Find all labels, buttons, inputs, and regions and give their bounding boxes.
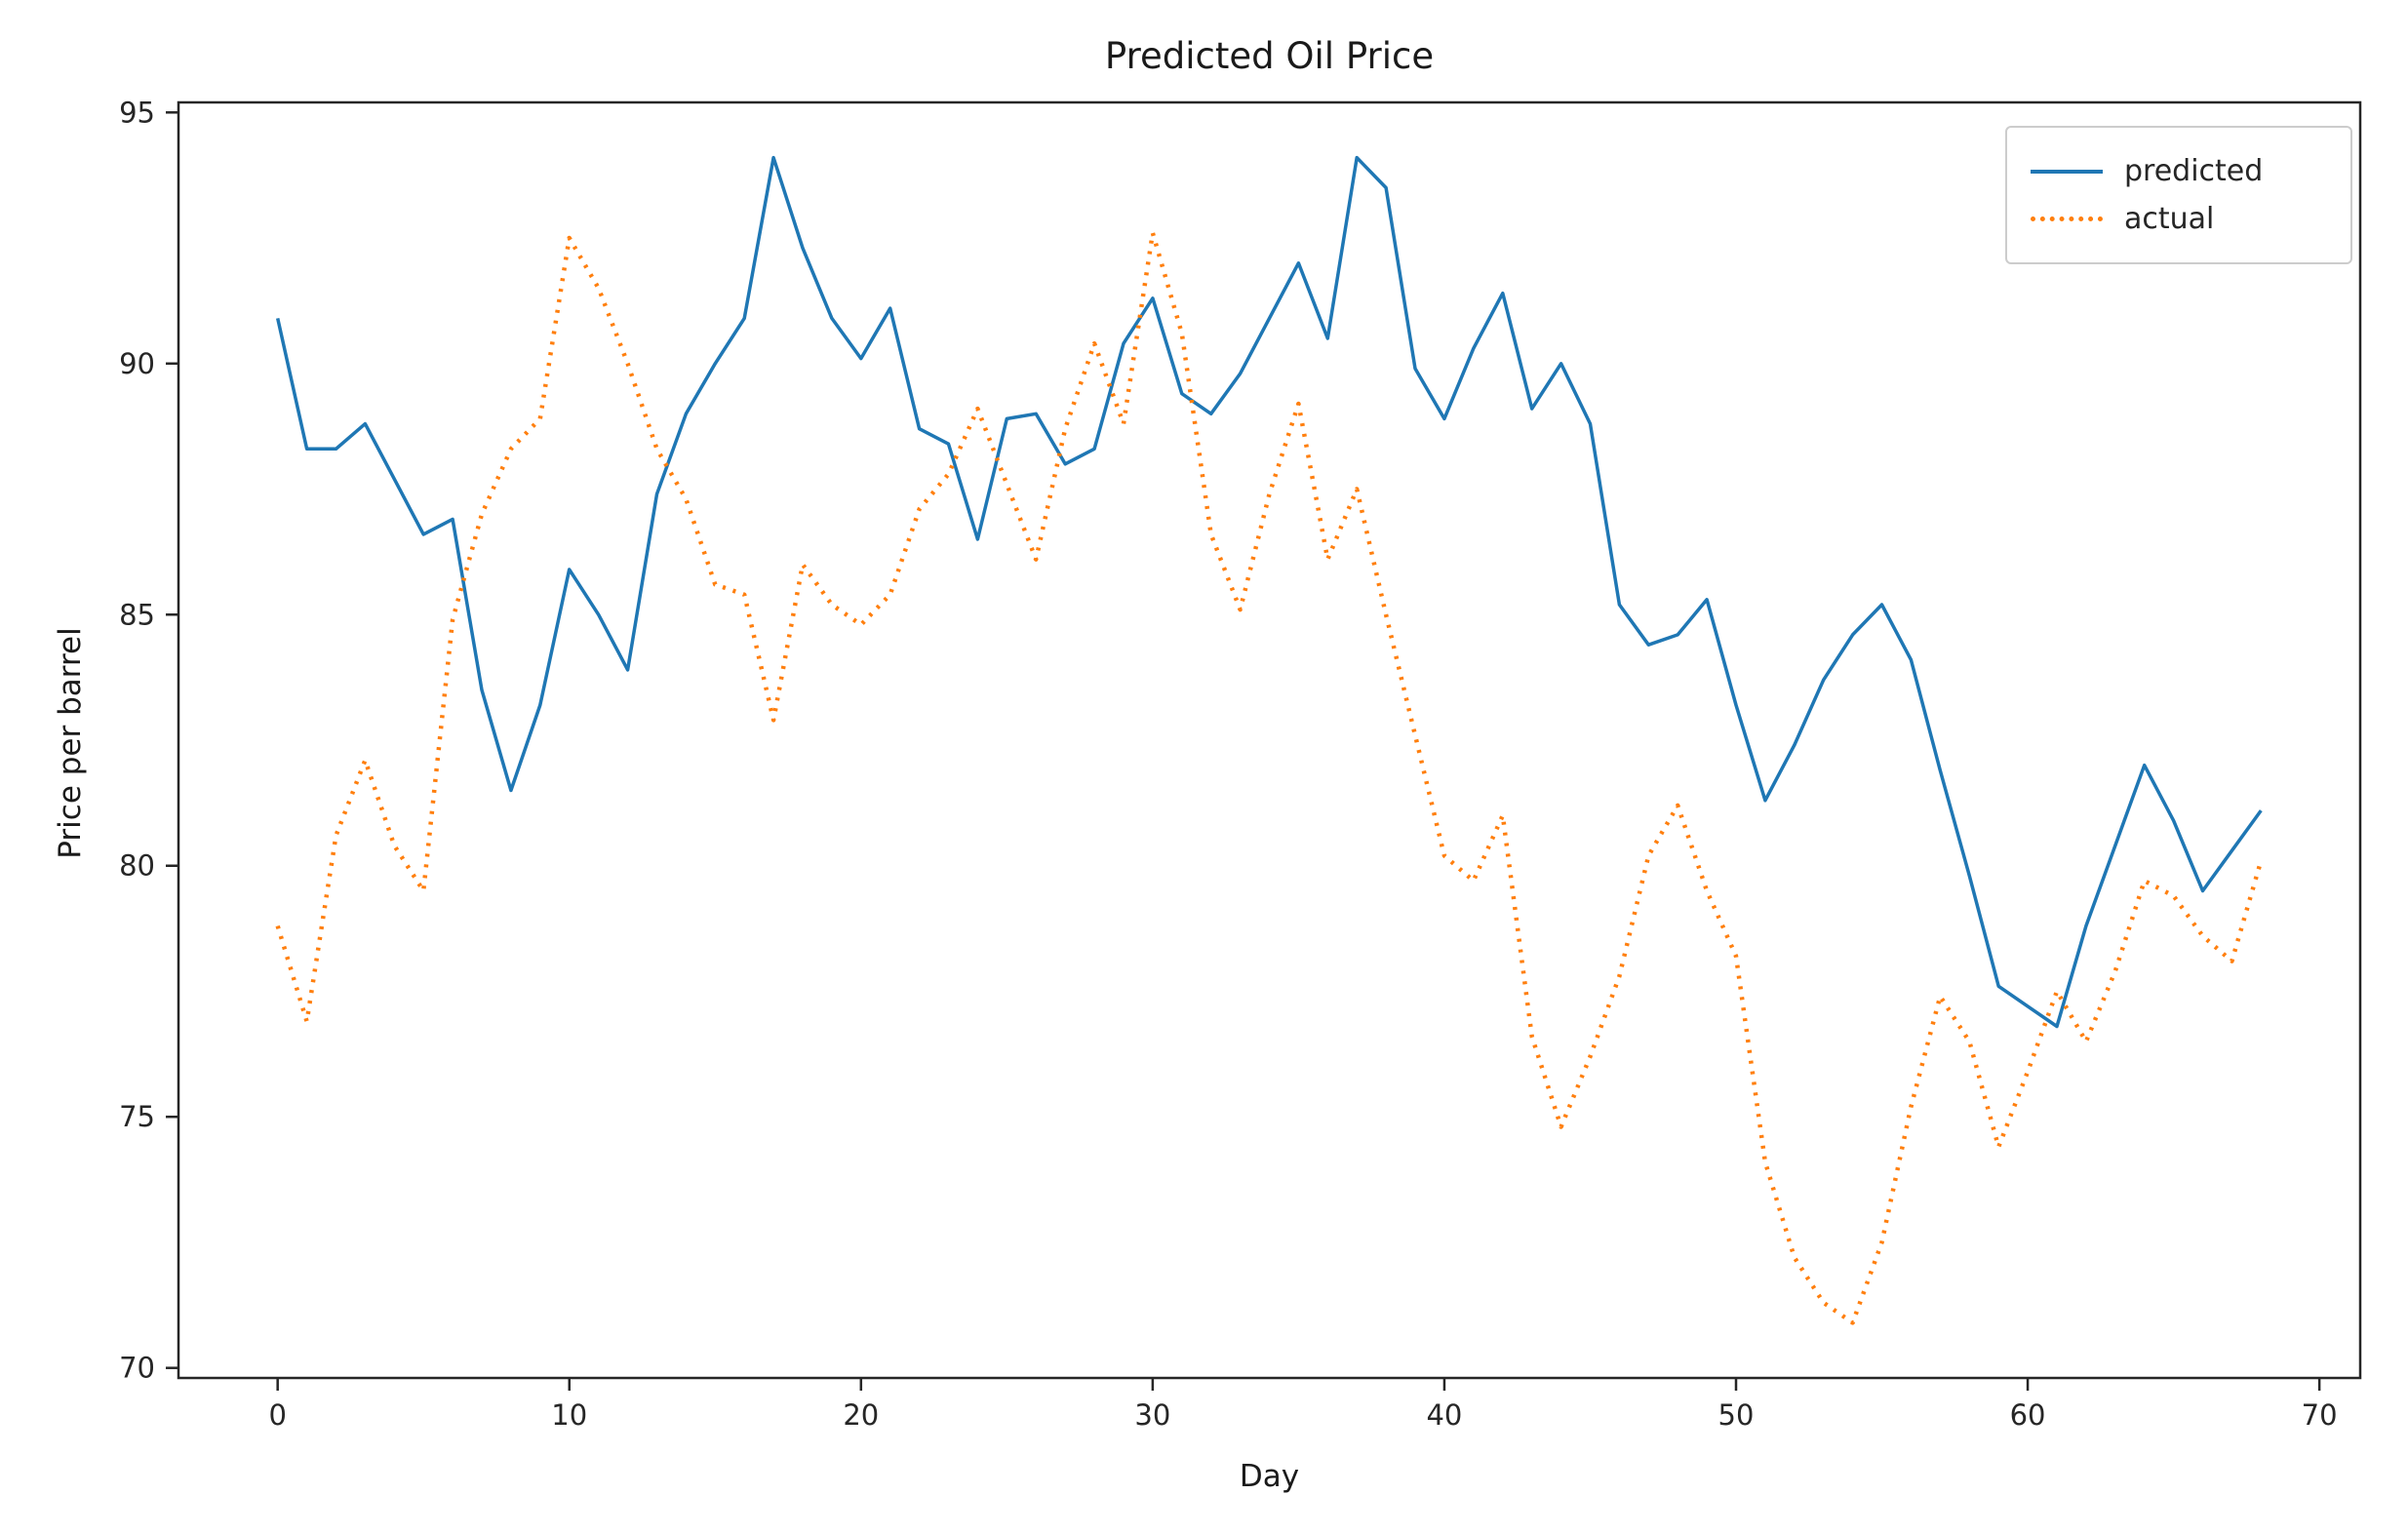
y-axis-title: Price per barrel: [53, 627, 88, 859]
x-tick-label: 20: [843, 1398, 879, 1432]
y-tick-label: 75: [119, 1100, 155, 1133]
x-axis-title: Day: [1239, 1459, 1300, 1494]
x-tick-label: 50: [1718, 1398, 1755, 1432]
legend-entry-predicted: predicted: [2031, 154, 2350, 188]
predicted-line-swatch: [2031, 169, 2103, 174]
series-line-actual: [275, 230, 2264, 1325]
legend-entry-actual: actual: [2031, 202, 2350, 236]
chart-title: Predicted Oil Price: [1104, 35, 1435, 77]
x-tick-label: 60: [2010, 1398, 2046, 1432]
legend-label-actual: actual: [2124, 202, 2215, 236]
y-tick-label: 80: [119, 849, 155, 883]
y-tick-label: 95: [119, 96, 155, 129]
legend: predicted actual: [2005, 126, 2352, 264]
x-tick-label: 10: [551, 1398, 587, 1432]
x-tick-label: 0: [268, 1398, 286, 1432]
y-tick-label: 90: [119, 347, 155, 380]
y-tick-label: 85: [119, 598, 155, 631]
legend-label-predicted: predicted: [2124, 154, 2264, 188]
actual-line-swatch: [2031, 216, 2103, 221]
x-tick-label: 70: [2302, 1398, 2338, 1432]
x-tick-label: 40: [1426, 1398, 1462, 1432]
x-tick-label: 30: [1134, 1398, 1170, 1432]
plot-border: [177, 100, 2362, 1380]
series-line-predicted: [275, 155, 2263, 1029]
y-tick-label: 70: [119, 1352, 155, 1385]
